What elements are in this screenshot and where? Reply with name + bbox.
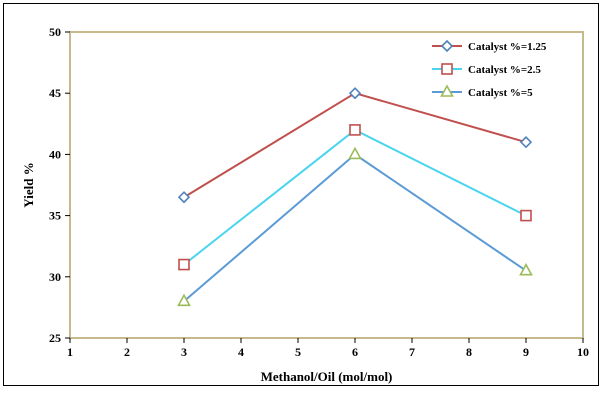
y-tick-label: 35: [49, 209, 61, 223]
x-tick-label: 3: [181, 345, 187, 359]
x-tick-label: 7: [409, 345, 415, 359]
data-point: [520, 209, 532, 222]
y-tick-label: 30: [49, 270, 61, 284]
legend-entry: Catalyst %=2.5: [432, 63, 541, 76]
plot-area: [69, 31, 584, 339]
x-axis-title: Methanol/Oil (mol/mol): [261, 369, 393, 384]
data-point: [519, 263, 533, 276]
legend-entry: Catalyst %=5: [432, 84, 533, 99]
series-layer: [177, 87, 533, 307]
legend-marker: [440, 39, 454, 53]
legend-label: Catalyst %=5: [468, 87, 533, 99]
data-point: [177, 293, 191, 307]
y-tick-label: 40: [49, 147, 61, 161]
data-point: [178, 258, 190, 271]
legend: Catalyst %=1.25 Catalyst %=2.5 Catalyst %=…: [432, 39, 547, 99]
legend-entry: Catalyst %=1.25: [432, 39, 547, 53]
x-tick-label: 10: [577, 345, 589, 359]
x-tick-label: 1: [67, 345, 73, 359]
data-point: [348, 87, 362, 100]
x-tick-label: 9: [523, 345, 529, 359]
legend-label: Catalyst %=1.25: [468, 41, 547, 53]
x-tick-label: 4: [238, 345, 244, 359]
legend-marker: [440, 84, 454, 97]
legend-label: Catalyst %=2.5: [468, 64, 541, 76]
legend-marker: [441, 63, 453, 75]
y-tick-label: 50: [49, 25, 61, 39]
y-tick-label: 45: [49, 86, 61, 100]
data-point: [348, 146, 362, 160]
y-axis-title: Yield %: [21, 162, 36, 207]
x-tick-label: 8: [466, 345, 472, 359]
series-1: [177, 87, 533, 204]
y-tick-label: 25: [49, 331, 61, 345]
x-tick-label: 2: [124, 345, 130, 359]
data-point: [349, 124, 361, 136]
series-3: [177, 146, 533, 307]
data-point: [177, 191, 191, 204]
data-point: [519, 136, 533, 149]
series-2: [178, 124, 532, 271]
x-tick-label: 5: [295, 345, 301, 359]
x-tick-label: 6: [352, 345, 358, 359]
